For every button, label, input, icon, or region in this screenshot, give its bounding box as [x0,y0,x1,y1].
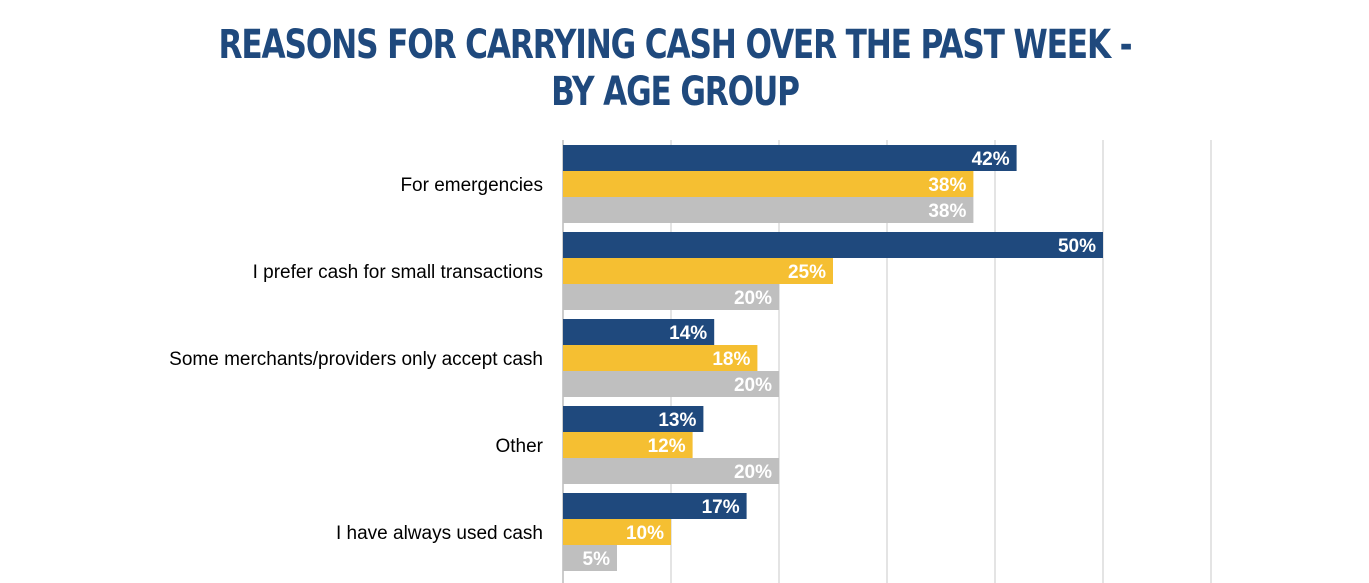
data-label: 13% [658,410,696,431]
data-label: 38% [928,201,966,222]
data-label: 50% [1058,236,1096,257]
bar [563,493,747,519]
bar [563,345,758,371]
bar [563,545,617,571]
data-label: 25% [788,262,826,283]
category-label: I prefer cash for small transactions [253,262,543,283]
bar [563,284,779,310]
data-label: 38% [928,175,966,196]
data-label: 20% [734,462,772,483]
bar [563,458,779,484]
category-label: I have always used cash [336,523,543,544]
bar [563,432,693,458]
category-label: For emergencies [400,175,543,196]
data-label: 20% [734,375,772,396]
bar [563,319,715,345]
chart-title: REASONS FOR CARRYING CASH OVER THE PAST … [218,22,1133,68]
data-label: 14% [669,323,707,344]
bar [563,171,974,197]
bar [563,197,974,223]
data-label: 17% [702,497,740,518]
data-label: 20% [734,288,772,309]
data-label: 10% [626,523,664,544]
bar [563,371,779,397]
category-label: Some merchants/providers only accept cas… [169,349,543,370]
bars: 42% 38% 38% 50% 25% 20% 14%18% 20% 13% 12% 20% 17% 1… [563,145,1103,571]
category-labels: For emergencies I prefer cash for small t… [169,175,544,544]
bar [563,519,671,545]
data-label: 18% [712,349,750,370]
data-label: 5% [583,549,611,570]
chart-title-block: REASONS FOR CARRYING CASH OVER THE PAST … [0,22,1350,116]
bar [563,406,704,432]
bar [563,258,833,284]
bar [563,232,1103,258]
category-label: Other [495,436,543,457]
bar [563,145,1017,171]
data-label: 12% [648,436,686,457]
data-label: 42% [972,149,1010,170]
chart-subtitle: BY AGE GROUP [551,69,800,115]
